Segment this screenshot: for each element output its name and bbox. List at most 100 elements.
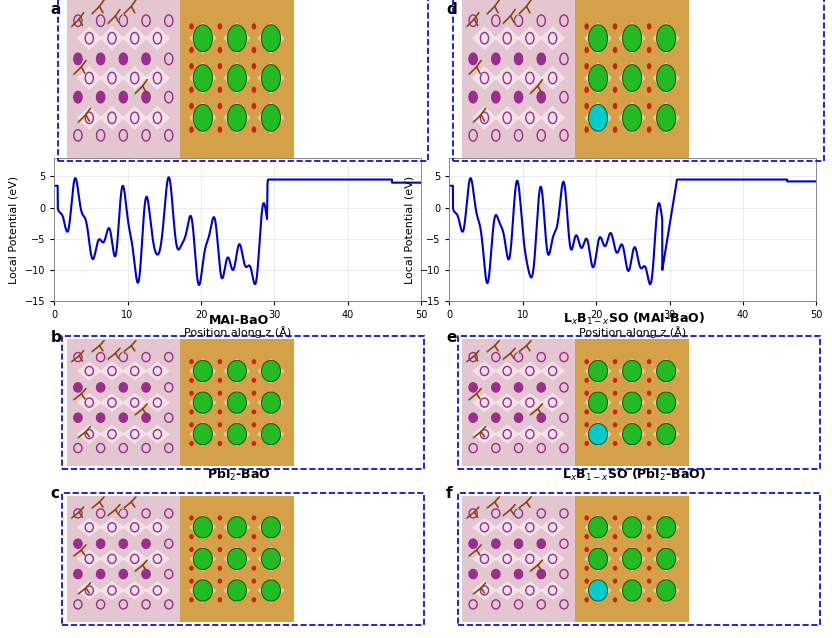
Polygon shape xyxy=(618,578,646,603)
Circle shape xyxy=(537,539,545,548)
Circle shape xyxy=(646,534,651,539)
Circle shape xyxy=(656,360,676,382)
Polygon shape xyxy=(472,549,497,568)
Polygon shape xyxy=(100,517,125,537)
Circle shape xyxy=(218,378,222,383)
Circle shape xyxy=(227,105,246,131)
Circle shape xyxy=(218,103,222,109)
Circle shape xyxy=(584,534,589,539)
Polygon shape xyxy=(652,102,680,134)
Circle shape xyxy=(97,383,105,392)
Circle shape xyxy=(613,359,617,364)
Polygon shape xyxy=(122,361,147,381)
Circle shape xyxy=(251,534,256,539)
Circle shape xyxy=(646,390,651,396)
Circle shape xyxy=(261,424,280,445)
Circle shape xyxy=(492,539,500,548)
Polygon shape xyxy=(584,22,612,54)
Polygon shape xyxy=(145,393,170,412)
Polygon shape xyxy=(189,578,216,603)
Circle shape xyxy=(646,103,651,109)
Circle shape xyxy=(469,570,478,579)
Circle shape xyxy=(74,53,82,64)
Polygon shape xyxy=(77,549,102,568)
Polygon shape xyxy=(100,581,125,600)
Circle shape xyxy=(218,47,222,53)
Polygon shape xyxy=(495,549,520,568)
Circle shape xyxy=(189,410,194,415)
Circle shape xyxy=(97,539,105,548)
Polygon shape xyxy=(584,102,612,134)
Circle shape xyxy=(218,441,222,446)
Circle shape xyxy=(537,91,545,103)
Circle shape xyxy=(514,413,522,422)
Circle shape xyxy=(537,53,545,64)
Polygon shape xyxy=(518,106,542,130)
Circle shape xyxy=(251,579,256,584)
Circle shape xyxy=(218,410,222,415)
Circle shape xyxy=(97,413,105,422)
Circle shape xyxy=(218,23,222,29)
Circle shape xyxy=(251,422,256,427)
Circle shape xyxy=(646,378,651,383)
Circle shape xyxy=(656,580,676,601)
Circle shape xyxy=(588,25,607,52)
Circle shape xyxy=(142,413,150,422)
Polygon shape xyxy=(518,66,542,90)
Circle shape xyxy=(193,580,212,601)
Circle shape xyxy=(656,64,676,91)
Polygon shape xyxy=(223,422,250,447)
Circle shape xyxy=(97,91,105,103)
Circle shape xyxy=(492,53,500,64)
Circle shape xyxy=(646,579,651,584)
Polygon shape xyxy=(189,22,216,54)
Polygon shape xyxy=(100,106,125,130)
Circle shape xyxy=(251,47,256,53)
Circle shape xyxy=(584,597,589,602)
Polygon shape xyxy=(100,393,125,412)
Circle shape xyxy=(584,579,589,584)
Polygon shape xyxy=(77,26,102,50)
Circle shape xyxy=(119,413,127,422)
Circle shape xyxy=(622,424,641,445)
Polygon shape xyxy=(145,66,170,90)
Circle shape xyxy=(251,23,256,29)
Text: e: e xyxy=(446,330,456,345)
Circle shape xyxy=(142,53,150,64)
Polygon shape xyxy=(100,66,125,90)
Circle shape xyxy=(251,390,256,396)
Circle shape xyxy=(218,87,222,93)
Polygon shape xyxy=(652,390,680,415)
Y-axis label: Local Potential (eV): Local Potential (eV) xyxy=(9,175,19,284)
Circle shape xyxy=(588,580,607,601)
Circle shape xyxy=(588,517,607,538)
Circle shape xyxy=(514,91,522,103)
Circle shape xyxy=(251,126,256,133)
Polygon shape xyxy=(223,390,250,415)
Text: MAI-BaO: MAI-BaO xyxy=(209,314,270,327)
Polygon shape xyxy=(77,517,102,537)
Circle shape xyxy=(646,359,651,364)
Circle shape xyxy=(613,103,617,109)
Bar xyxy=(462,496,575,622)
Circle shape xyxy=(584,410,589,415)
Polygon shape xyxy=(584,359,612,383)
Polygon shape xyxy=(495,26,520,50)
Circle shape xyxy=(588,64,607,91)
Circle shape xyxy=(584,422,589,427)
Bar xyxy=(67,0,180,158)
Circle shape xyxy=(613,441,617,446)
Polygon shape xyxy=(257,390,285,415)
Polygon shape xyxy=(495,106,520,130)
Circle shape xyxy=(613,378,617,383)
Circle shape xyxy=(218,547,222,552)
Circle shape xyxy=(613,547,617,552)
Text: b: b xyxy=(51,330,62,345)
Circle shape xyxy=(189,516,194,521)
Circle shape xyxy=(622,548,641,570)
Circle shape xyxy=(227,517,246,538)
Circle shape xyxy=(227,25,246,52)
Polygon shape xyxy=(652,62,680,94)
Circle shape xyxy=(218,359,222,364)
Circle shape xyxy=(588,392,607,413)
